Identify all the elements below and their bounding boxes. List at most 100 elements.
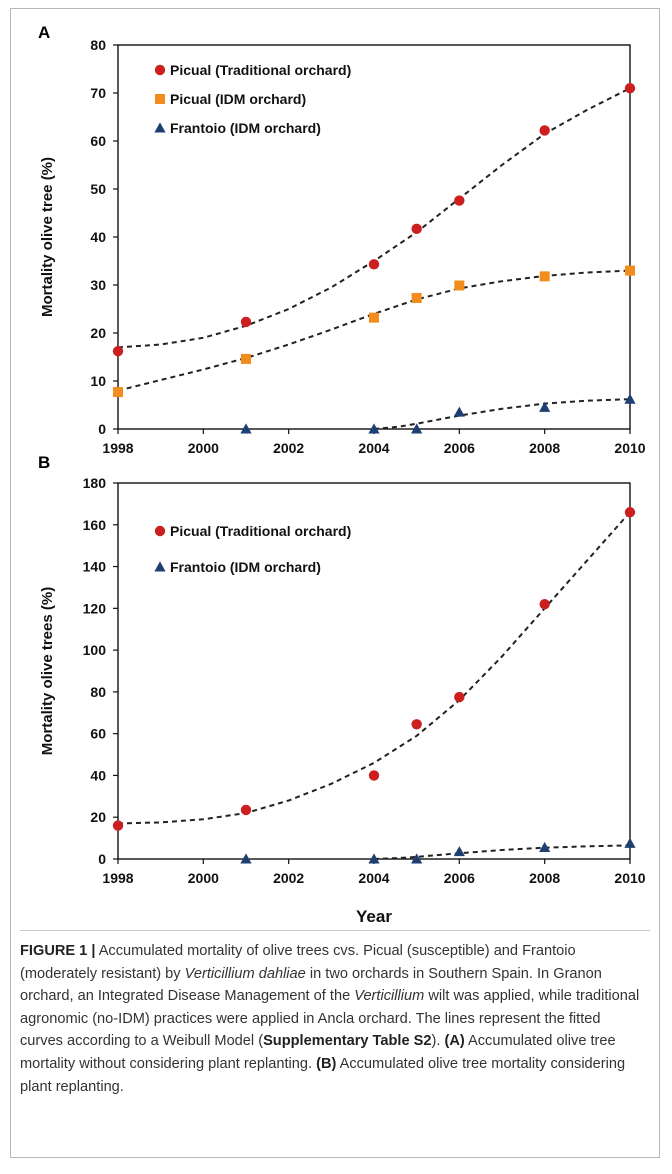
y-tick-label: 60 (90, 133, 106, 149)
data-point (411, 853, 423, 864)
caption-text: in two orchards in Southern Spain. In Gr… (20, 965, 602, 1005)
caption-table-ref: Supplementary Table S2 (263, 1033, 432, 1050)
y-tick-label: 60 (90, 726, 106, 742)
caption-text: Accumulated olive tree mortality conside… (20, 1055, 626, 1095)
data-point (240, 804, 252, 816)
y-tick-label: 120 (83, 600, 107, 616)
data-point (112, 346, 124, 357)
legend-label: Picual (Traditional orchard) (170, 62, 351, 78)
y-tick-label: 40 (90, 767, 106, 783)
data-point (240, 316, 252, 328)
caption-label-b: (B) (316, 1055, 337, 1072)
y-axis-title: Mortality olive trees (%) (39, 587, 56, 755)
legend-marker (154, 64, 166, 76)
data-point (625, 265, 635, 276)
y-tick-label: 20 (90, 809, 106, 825)
y-tick-label: 40 (90, 229, 106, 245)
panel-label: B (38, 453, 50, 472)
legend-label: Frantoio (IDM orchard) (170, 559, 321, 575)
data-point (453, 406, 465, 417)
x-axis-title: Year (356, 907, 392, 926)
x-tick-label: 2004 (358, 440, 389, 456)
fitted-curve (373, 398, 631, 430)
y-tick-label: 0 (98, 421, 106, 437)
x-tick-label: 2008 (529, 870, 560, 886)
y-axis-title: Mortality olive tree (%) (39, 157, 56, 317)
x-tick-label: 1998 (102, 440, 133, 456)
y-tick-label: 80 (90, 37, 106, 53)
panel-label: A (38, 23, 50, 42)
data-point (368, 770, 380, 781)
data-point (411, 423, 423, 434)
x-tick-label: 2002 (273, 870, 304, 886)
y-tick-label: 50 (90, 181, 106, 197)
data-point (454, 195, 465, 206)
data-point (411, 292, 422, 303)
caption-genus: Verticillium (354, 988, 425, 1005)
data-point (369, 312, 379, 323)
y-tick-label: 70 (90, 85, 106, 101)
caption-label-a: (A) (444, 1033, 465, 1050)
data-point (240, 423, 252, 434)
data-point (112, 820, 124, 831)
legend-label: Picual (Traditional orchard) (170, 523, 351, 539)
legend-marker (154, 525, 166, 537)
x-tick-label: 2000 (188, 870, 219, 886)
data-point (539, 841, 551, 852)
y-tick-label: 100 (83, 642, 107, 658)
data-point (368, 259, 380, 270)
data-point (453, 846, 465, 857)
data-point (241, 353, 251, 364)
caption-species: Verticillium dahliae (184, 965, 306, 982)
caption-divider (20, 930, 650, 931)
data-point (411, 719, 422, 730)
legend-marker (155, 94, 165, 104)
data-point (539, 125, 550, 136)
data-point (624, 507, 636, 518)
data-point (539, 401, 551, 412)
caption-text: Accumulated olive tree mortality without… (20, 1033, 616, 1072)
plot-area-frame (117, 482, 631, 860)
data-point (539, 271, 550, 282)
legend-marker (154, 122, 166, 133)
caption-figure-label: FIGURE 1 | (20, 943, 96, 959)
x-tick-label: 2006 (444, 440, 475, 456)
data-point (454, 691, 465, 703)
x-tick-label: 2010 (614, 440, 645, 456)
y-tick-label: 160 (83, 517, 107, 533)
y-tick-label: 20 (90, 325, 106, 341)
legend-label: Frantoio (IDM orchard) (170, 120, 321, 136)
figure-frame (10, 8, 660, 1158)
legend-marker (154, 561, 166, 572)
caption-text: wilt was applied, while traditional agro… (20, 988, 640, 1050)
caption-text: ). (431, 1033, 445, 1050)
data-point (113, 387, 123, 398)
x-tick-label: 2002 (273, 440, 304, 456)
figure-plots: A 0 10 20 30 40 50 60 70 80 1998 2000 2002 2004 2006 20… (38, 23, 646, 926)
y-tick-label: 30 (90, 277, 106, 293)
x-tick-label: 2004 (358, 870, 389, 886)
x-tick-label: 2000 (188, 440, 219, 456)
x-tick-label: 2006 (444, 870, 475, 886)
data-point (411, 223, 422, 235)
fitted-curve (373, 844, 631, 860)
data-point (624, 83, 636, 94)
data-point (539, 598, 550, 610)
data-point (368, 853, 380, 864)
chart-panel-b: B 0 20 40 60 80 100 120 140 160 180 1998 2000 2002 200… (38, 453, 646, 926)
data-point (368, 423, 380, 434)
y-tick-label: 10 (90, 373, 106, 389)
data-point (454, 280, 465, 291)
figure-caption: FIGURE 1 | Accumulated mortality of oliv… (20, 940, 645, 1098)
y-tick-label: 140 (83, 559, 107, 575)
chart-panel-a: A 0 10 20 30 40 50 60 70 80 1998 2000 2002 2004 2006 20… (38, 23, 646, 456)
y-tick-label: 180 (83, 475, 107, 491)
data-point (624, 393, 636, 404)
x-tick-label: 2010 (614, 870, 645, 886)
fitted-curve (117, 269, 631, 392)
x-tick-label: 2008 (529, 440, 560, 456)
data-point (240, 853, 252, 864)
caption-text: Accumulated mortality of olive trees cvs… (20, 943, 576, 982)
x-tick-label: 1998 (102, 870, 133, 886)
legend-label: Picual (IDM orchard) (170, 91, 306, 107)
